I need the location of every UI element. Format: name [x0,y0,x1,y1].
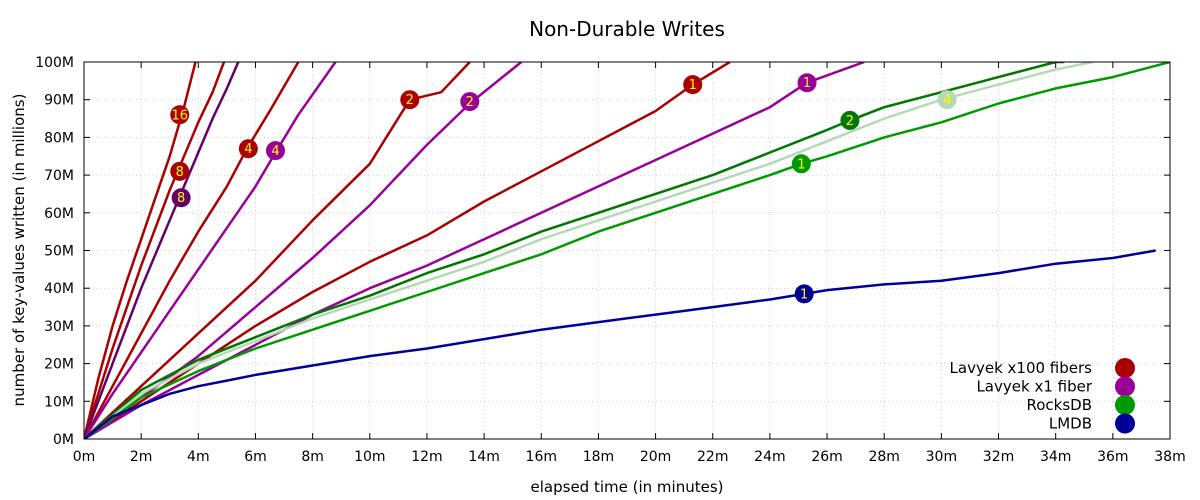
x-tick-label: 22m [697,449,728,465]
y-tick-label: 100M [35,55,74,71]
x-tick-label: 26m [811,449,842,465]
legend-label: LMDB [1049,415,1092,433]
x-tick-label: 30m [926,449,957,465]
series-marker-label-0: 16 [171,108,188,123]
y-tick-label: 50M [44,244,74,260]
series-marker-1 [170,161,190,181]
series-marker-label-12: 1 [800,287,808,302]
x-tick-label: 28m [868,449,899,465]
y-tick-label: 10M [44,394,74,410]
series-marker-12 [794,284,814,304]
series-line-2 [84,62,240,439]
y-tick-label: 40M [44,281,74,297]
x-tick-label: 8m [301,449,324,465]
x-tick-label: 0m [73,449,96,465]
y-axis-title: number of key-values written (in million… [10,94,28,407]
series-marker-label-8: 1 [803,76,811,91]
series-marker-label-5: 2 [406,93,414,108]
y-tick-label: 70M [44,168,74,184]
legend-swatch [1115,395,1135,415]
legend-swatch [1115,413,1135,434]
y-tick-label: 90M [44,93,74,109]
series-line-9 [84,62,1065,439]
series-marker-11 [791,154,811,174]
series-marker-label-9: 2 [846,114,854,129]
x-tick-label: 10m [354,449,385,465]
x-tick-label: 12m [411,449,442,465]
series-line-5 [84,62,471,439]
x-tick-label: 2m [130,449,153,465]
legend-label: Lavyek x1 fiber [976,378,1092,396]
series-marker-label-10: 4 [943,93,951,108]
x-tick-label: 14m [468,449,499,465]
x-axis-title: elapsed time (in minutes) [531,478,724,496]
y-axis: 0M 10M 20M 30M 40M 50M 60M 70M 80M 90M 100M [35,55,1170,448]
series-line-12 [84,249,1156,439]
x-tick-label: 36m [1097,449,1128,465]
series-marker-7 [683,75,703,95]
y-tick-label: 60M [44,206,74,222]
x-tick-label: 24m [754,449,785,465]
series-marker-label-11: 1 [797,157,805,172]
series-marker-9 [840,110,860,130]
markers-layer: 16 8 8 4 4 2 2 1 1 2 4 1 1 [170,73,957,304]
series-line-3 [84,62,300,439]
series-marker-label-6: 2 [466,95,474,110]
series-marker-label-2: 8 [177,191,185,206]
y-tick-label: 0M [53,432,74,448]
y-tick-label: 80M [44,130,74,146]
legend-swatch [1115,376,1135,397]
series-marker-label-3: 4 [244,142,252,157]
legend-swatch [1115,358,1135,378]
chart-title: Non-Durable Writes [529,17,725,41]
series-marker-8 [797,73,817,93]
series-marker-label-1: 8 [176,165,184,180]
x-tick-label: 32m [983,449,1014,465]
legend-label: Lavyek x100 fibers [950,359,1093,377]
series-line-4 [84,62,337,439]
x-tick-label: 20m [640,449,671,465]
series-marker-label-7: 1 [689,78,697,93]
series-marker-label-4: 4 [271,144,279,159]
x-axis: 0m 2m 4m 6m 8m 10m 12m 14m 16m 18m 20m 22m 24m 26m 28m… [73,62,1186,465]
x-tick-label: 38m [1154,449,1185,465]
x-tick-label: 34m [1040,449,1071,465]
series-line-11 [84,62,1170,439]
x-tick-label: 4m [187,449,210,465]
y-tick-label: 30M [44,319,74,335]
series-marker-4 [265,141,285,161]
series-marker-3 [238,139,258,159]
x-tick-label: 18m [583,449,614,465]
series-marker-6 [460,92,480,112]
x-tick-label: 16m [526,449,557,465]
legend-label: RocksDB [1026,396,1092,414]
series-marker-2 [171,188,191,208]
series-marker-5 [400,90,420,110]
y-tick-label: 20M [44,357,74,373]
series-line-6 [84,62,523,439]
series-marker-0 [170,105,190,125]
series-marker-10 [937,90,957,110]
x-tick-label: 6m [244,449,267,465]
